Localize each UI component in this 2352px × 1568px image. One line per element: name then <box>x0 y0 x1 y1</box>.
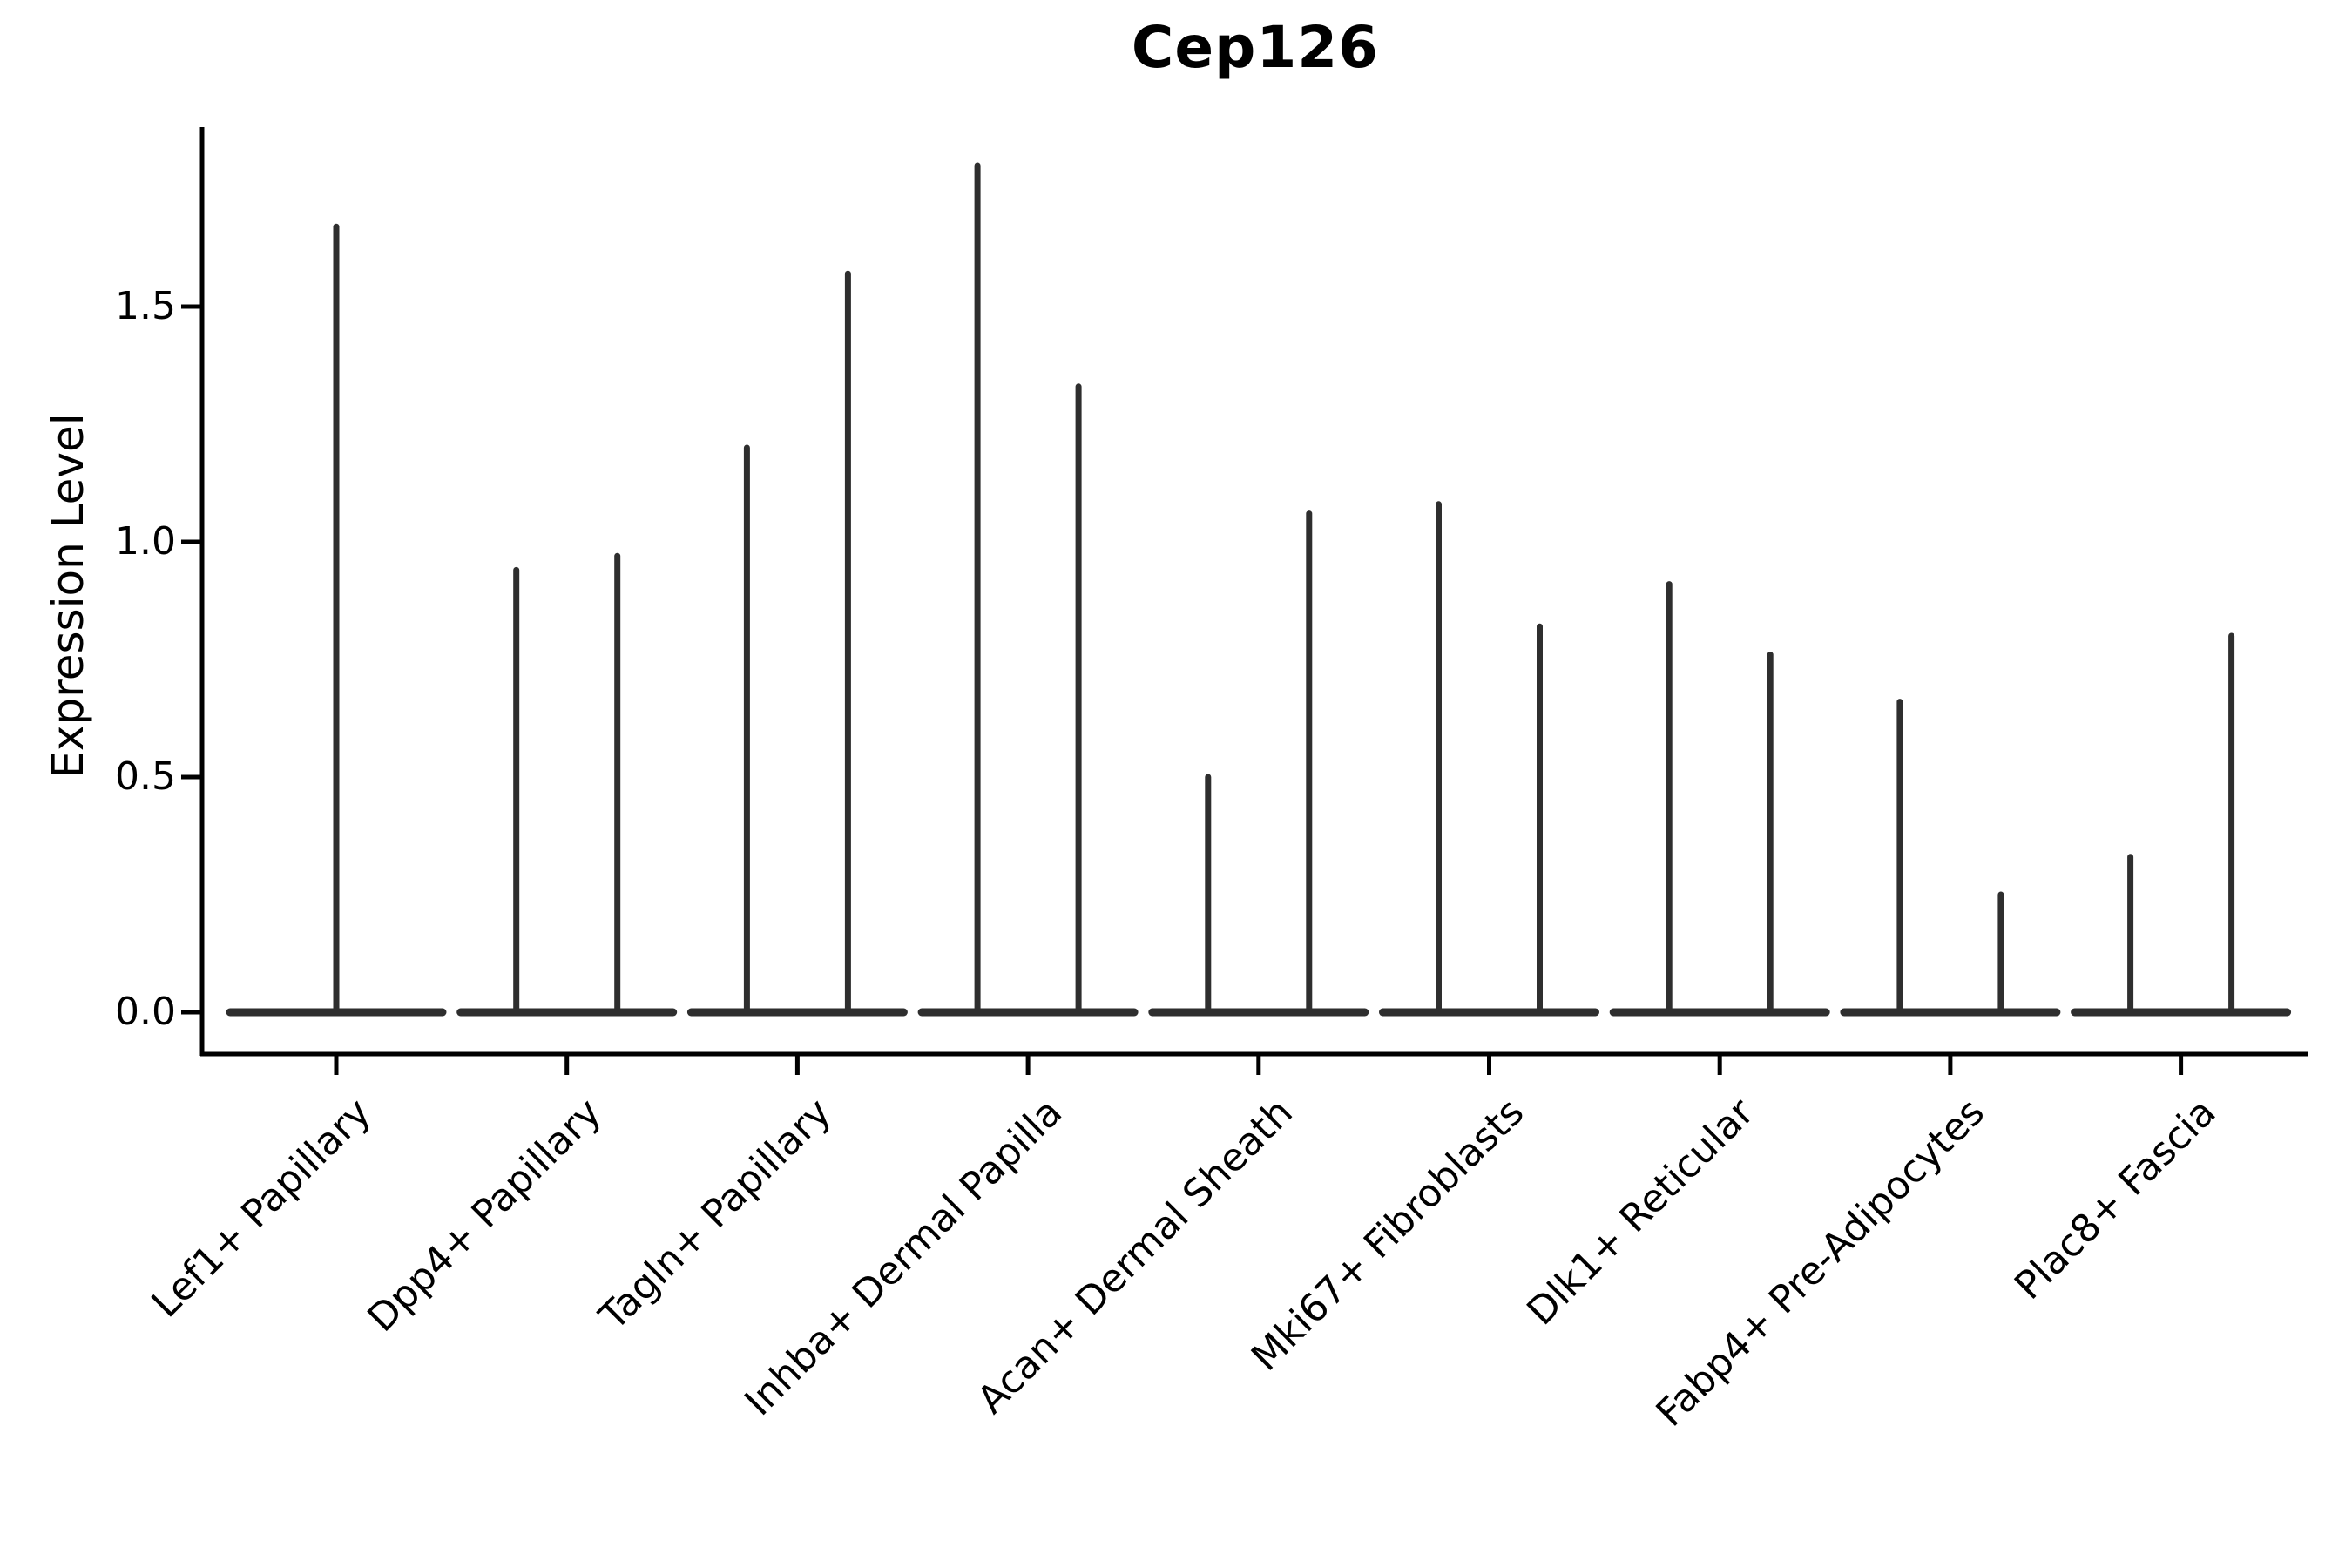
ytick-label-1.5: 1.5 <box>115 284 176 328</box>
ytick-label-1.0: 1.0 <box>115 519 176 564</box>
chart-title: Cep126 <box>1131 14 1380 81</box>
ytick-label-0.0: 0.0 <box>115 990 176 1034</box>
ytick-label-0.5: 0.5 <box>115 754 176 799</box>
